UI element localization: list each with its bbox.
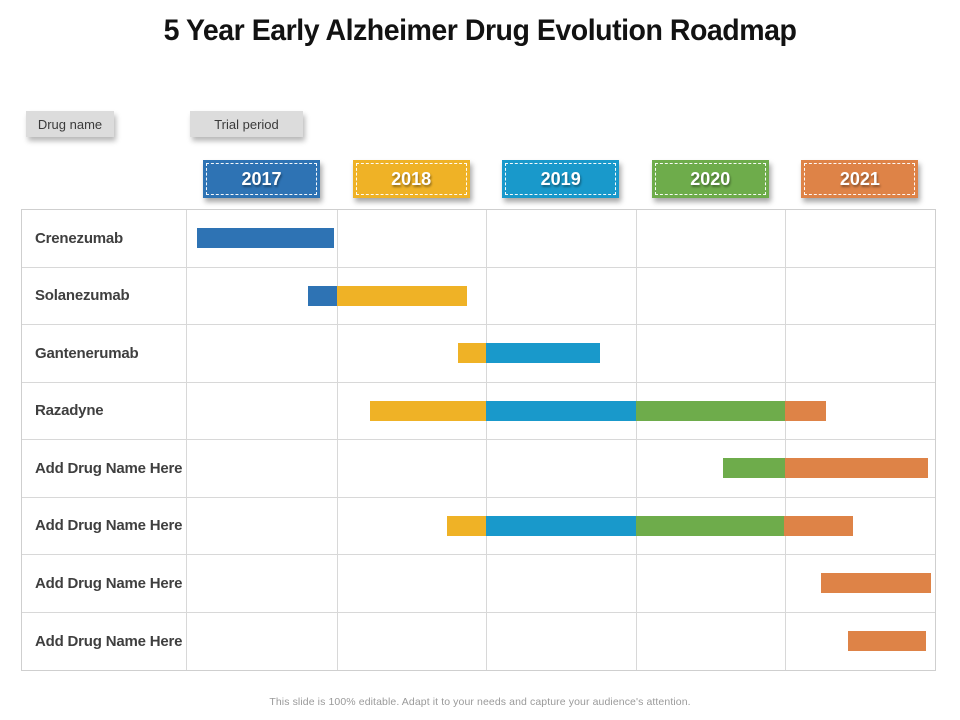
year-gridline bbox=[336, 612, 338, 670]
year-header-2020: 2020 bbox=[651, 160, 769, 198]
year-header-label: 2019 bbox=[540, 168, 581, 189]
year-gridline bbox=[785, 612, 787, 670]
year-gridline bbox=[785, 555, 787, 612]
year-gridline bbox=[336, 210, 338, 267]
year-gridline bbox=[635, 555, 637, 612]
page-title-text: 5 Year Early Alzheimer Drug Evolution Ro… bbox=[163, 14, 797, 47]
timeline-cell bbox=[187, 612, 935, 670]
gantt-row-6: Add Drug Name Here bbox=[22, 497, 935, 555]
trial-period-legend-chip: Trial period bbox=[190, 111, 303, 137]
year-gridline bbox=[486, 612, 488, 670]
timeline-cell bbox=[187, 325, 935, 382]
year-gridline bbox=[486, 555, 488, 612]
year-gridline bbox=[785, 210, 787, 267]
timeline-cell bbox=[187, 267, 935, 324]
timeline-cell bbox=[187, 210, 935, 267]
year-header-2021: 2021 bbox=[801, 160, 919, 198]
footer-note: This slide is 100% editable. Adapt it to… bbox=[269, 696, 691, 708]
year-header-label: 2017 bbox=[241, 168, 282, 189]
year-gridline bbox=[486, 210, 488, 267]
year-gridline bbox=[635, 267, 637, 324]
year-gridline bbox=[635, 210, 637, 267]
trial-period-bar-yellow bbox=[447, 515, 487, 536]
trial-period-bar-yellow bbox=[369, 400, 487, 421]
trial-period-bar-orange bbox=[785, 400, 826, 421]
drug-name-cell: Add Drug Name Here bbox=[22, 612, 187, 670]
drug-name-cell: Solanezumab bbox=[22, 267, 187, 324]
trial-period-bar-cyan bbox=[486, 515, 636, 536]
timeline-cell bbox=[187, 497, 935, 554]
trial-period-bar-orange bbox=[848, 630, 926, 651]
timeline-cell bbox=[187, 555, 935, 612]
drug-name-cell: Razadyne bbox=[22, 382, 187, 439]
year-gridline bbox=[785, 267, 787, 324]
timeline-cell bbox=[187, 382, 935, 439]
year-header-2019: 2019 bbox=[502, 160, 620, 198]
trial-period-bar-yellow bbox=[457, 343, 487, 363]
year-gridline bbox=[336, 555, 338, 612]
trial-period-bar-green bbox=[635, 400, 786, 421]
trial-period-bar-orange bbox=[783, 515, 853, 536]
page-title: 5 Year Early Alzheimer Drug Evolution Ro… bbox=[0, 14, 960, 48]
trial-period-legend-label: Trial period bbox=[214, 116, 279, 132]
drug-name-cell: Add Drug Name Here bbox=[22, 555, 187, 612]
trial-period-bar-orange bbox=[821, 573, 931, 593]
drug-name-cell: Add Drug Name Here bbox=[22, 497, 187, 554]
trial-period-bar-cyan bbox=[486, 400, 636, 421]
gantt-row-8: Add Drug Name Here bbox=[22, 612, 935, 670]
drug-name-cell: Add Drug Name Here bbox=[22, 440, 187, 497]
trial-period-bar-green bbox=[635, 515, 784, 536]
year-gridline bbox=[785, 325, 787, 382]
year-gridline bbox=[336, 497, 338, 554]
timeline-cell bbox=[187, 440, 935, 497]
drug-name-legend-chip: Drug name bbox=[26, 111, 114, 137]
trial-period-bar-green bbox=[722, 458, 786, 478]
drug-name-cell: Crenezumab bbox=[22, 210, 187, 267]
year-header-row: 2017 2018 2019 2020 2021 bbox=[187, 160, 935, 198]
trial-period-bar-yellow bbox=[336, 285, 467, 306]
year-gridline bbox=[336, 325, 338, 382]
year-gridline bbox=[486, 440, 488, 497]
drug-name-legend-label: Drug name bbox=[37, 116, 103, 132]
year-header-2018: 2018 bbox=[352, 160, 470, 198]
gantt-row-3: Gantenerumab bbox=[22, 325, 935, 383]
year-header-2017: 2017 bbox=[203, 160, 320, 198]
trial-period-bar-blue bbox=[197, 228, 334, 248]
year-gridline bbox=[635, 440, 637, 497]
year-gridline bbox=[635, 612, 637, 670]
year-gridline bbox=[486, 267, 488, 324]
year-header-label: 2020 bbox=[690, 168, 731, 189]
trial-period-bar-cyan bbox=[486, 343, 600, 363]
year-gridline bbox=[336, 440, 338, 497]
gantt-row-1: Crenezumab bbox=[22, 210, 935, 268]
drug-name-cell: Gantenerumab bbox=[22, 325, 187, 382]
trial-period-bar-orange bbox=[785, 458, 928, 478]
trial-period-bar-blue bbox=[308, 285, 337, 306]
year-gridline bbox=[336, 382, 338, 439]
year-header-label: 2018 bbox=[391, 168, 432, 189]
gantt-row-2: Solanezumab bbox=[22, 267, 935, 325]
gantt-row-4: Razadyne bbox=[22, 382, 935, 440]
year-header-label: 2021 bbox=[839, 168, 880, 189]
year-gridline bbox=[635, 325, 637, 382]
gantt-row-7: Add Drug Name Here bbox=[22, 555, 935, 613]
gantt-row-5: Add Drug Name Here bbox=[22, 440, 935, 498]
gantt-table: Crenezumab Solanezumab Gantenerumab Razadyn… bbox=[21, 209, 936, 671]
